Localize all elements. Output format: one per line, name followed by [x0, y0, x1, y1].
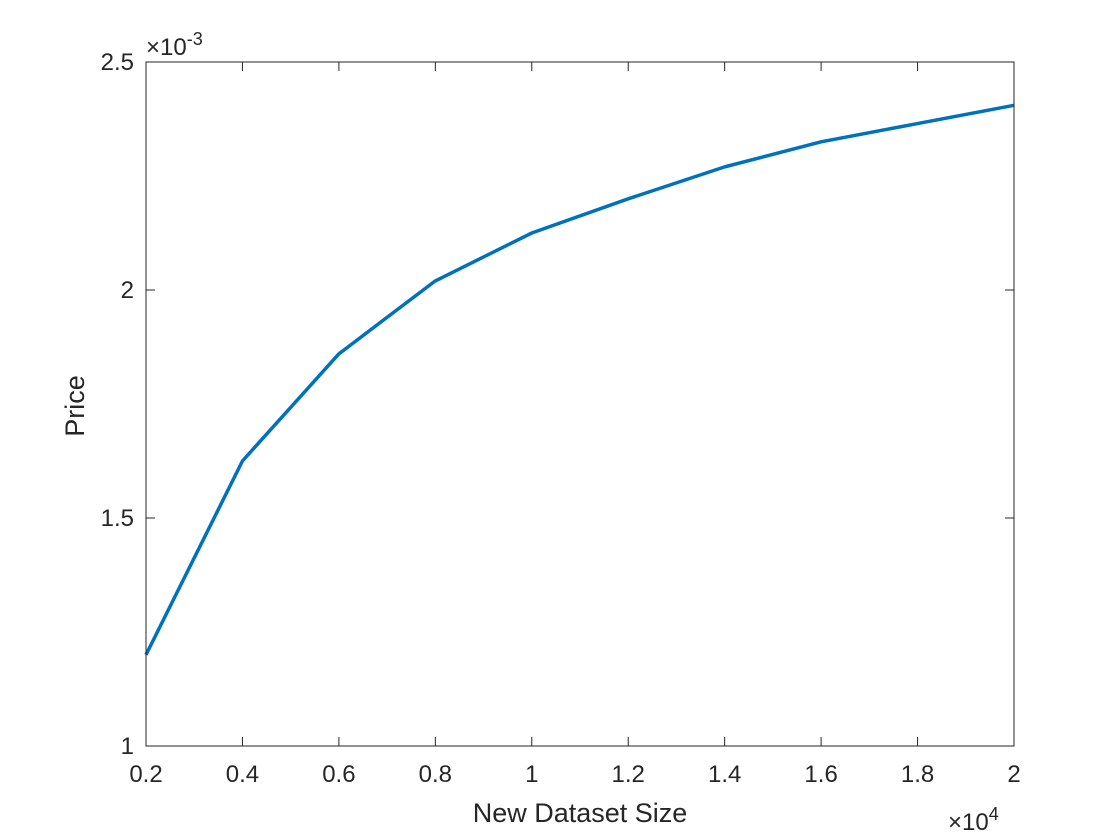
- svg-text:×104: ×104: [948, 804, 999, 836]
- x-tick-label: 0.2: [129, 761, 162, 788]
- x-tick-label: 0.6: [322, 761, 355, 788]
- y-axis-title: Price: [60, 375, 90, 437]
- axes-layer: 0.2 0.4 0.6 0.8 1 1.2 1.4 1.6 1.8 2 1 1.5 2 2.5: [101, 49, 1021, 788]
- x-tick-label: 1.6: [804, 761, 837, 788]
- svg-text:×10-3: ×10-3: [146, 29, 203, 61]
- y-tick-label: 2: [121, 277, 134, 304]
- x-tick-label: 1.4: [708, 761, 741, 788]
- x-tick-label: 0.8: [419, 761, 452, 788]
- series-layer: [144, 103, 1015, 656]
- plot-area: [146, 62, 1014, 746]
- series-line-1: [144, 103, 1015, 656]
- x-axis-title: New Dataset Size: [473, 798, 688, 828]
- y-tick-label: 1.5: [101, 505, 134, 532]
- x-exponent-label: ×104: [948, 804, 999, 836]
- y-tick-label: 1: [121, 733, 134, 760]
- y-exponent-power: -3: [187, 29, 203, 49]
- y-tick-label: 2.5: [101, 49, 134, 76]
- y-exponent-label: ×10-3: [146, 29, 203, 61]
- x-tick-label: 2: [1007, 761, 1020, 788]
- x-tick-label: 0.4: [226, 761, 259, 788]
- x-tick-label: 1.8: [901, 761, 934, 788]
- x-tick-label: 1: [525, 761, 538, 788]
- x-tick-label: 1.2: [612, 761, 645, 788]
- x-exponent-power: 4: [989, 804, 999, 824]
- axes-box: [145, 61, 1015, 747]
- y-exponent-base: ×10: [146, 34, 187, 61]
- plot-background: [146, 62, 1014, 746]
- x-exponent-base: ×10: [948, 809, 989, 836]
